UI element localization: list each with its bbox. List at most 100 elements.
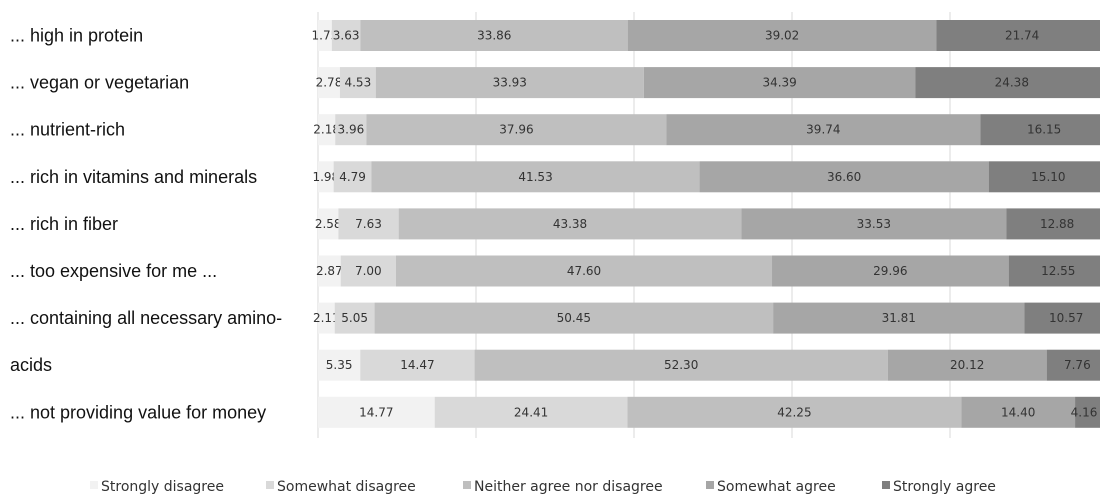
bars: 1.753.63 33.86 39.02 21.74 2.78 4.53 33.93 34.3… [312,20,1100,428]
bar-segment [318,396,435,428]
data-label: 41.53 [518,170,552,184]
bar-segment [318,20,332,51]
legend: Strongly disagree Somewhat disagree Neithe… [90,479,996,495]
row-label: acids [10,355,52,375]
bar-segment [773,302,1025,334]
row-label: ... nutrient-rich [10,120,125,140]
bar-segment [666,114,981,146]
bar-segment [366,114,667,146]
bar-segment [339,67,376,99]
data-label: 2.18 [313,123,340,137]
data-label: 16.15 [1027,123,1061,137]
bar-segment [887,349,1047,381]
data-label: 5.35 [326,358,353,372]
bar-segment [936,20,1100,51]
bar-segment [988,161,1100,193]
data-label: 14.40 [1001,405,1035,419]
data-label: 7.00 [355,264,382,278]
data-label: 33.86 [477,29,511,43]
legend-entry: Somewhat agree [717,479,836,495]
data-label: 33.93 [493,76,527,90]
data-label: 21.74 [1005,29,1039,43]
row-label: ... not providing value for money [10,402,266,422]
legend-swatch [266,481,274,489]
data-label: 24.38 [995,76,1029,90]
bar-segment [1024,302,1100,334]
bar-segment [474,349,888,381]
data-label: 39.02 [765,29,799,43]
bar-segment [340,255,396,287]
data-label: 1.75 [312,29,339,43]
data-label: 4.79 [339,170,366,184]
bar-segment [375,67,644,99]
bar-segment [331,20,361,51]
data-label: 47.60 [567,264,601,278]
data-label: 50.45 [557,311,591,325]
data-label: 37.96 [499,123,533,137]
data-label: 34.39 [762,76,796,90]
bar-segment [318,349,361,381]
bar-segment [643,67,916,99]
row-label: ... vegan or vegetarian [10,73,189,93]
data-label: 7.63 [355,217,382,231]
legend-swatch [90,481,98,489]
row-label: ... rich in fiber [10,214,118,234]
row-label: ... containing all necessary amino- [10,308,282,328]
bar-segment [1046,349,1100,381]
legend-swatch [706,481,714,489]
data-label: 42.25 [777,405,811,419]
bar-segment [374,302,774,334]
legend-swatch [463,481,471,489]
data-label: 7.76 [1064,358,1091,372]
bar-segment [338,208,399,240]
bar-segment [627,396,962,428]
bar-segment [699,161,989,193]
bar-segment [318,161,334,193]
bar-segment [335,114,367,146]
data-label: 39.74 [806,123,840,137]
legend-entry: Strongly agree [893,479,996,495]
bar-segment [772,255,1009,287]
row-label: ... too expensive for me ... [10,261,217,281]
data-label: 4.53 [344,76,371,90]
bar-segment [333,161,372,193]
bar-segment [360,349,475,381]
data-label: 2.58 [315,217,342,231]
data-label: 12.55 [1041,264,1075,278]
data-label: 3.96 [338,123,365,137]
data-label: 15.10 [1031,170,1065,184]
bar-segment [318,208,339,240]
bar-segment [318,255,341,287]
legend-entry: Somewhat disagree [277,479,416,495]
data-label: 20.12 [950,358,984,372]
data-label: 33.53 [857,217,891,231]
data-label: 31.81 [882,311,916,325]
data-label: 24.41 [514,405,548,419]
row-labels: ... high in protein ... vegan or vegetari… [10,26,282,423]
legend-swatch [882,481,890,489]
data-label: 5.05 [341,311,368,325]
data-label: 43.38 [553,217,587,231]
data-label: 29.96 [873,264,907,278]
data-label: 10.57 [1049,311,1083,325]
bar-segment [1008,255,1100,287]
bar-segment [741,208,1007,240]
row-label: ... high in protein [10,26,143,46]
legend-entry: Neither agree nor disagree [474,479,663,495]
bar-segment [915,67,1100,99]
bar-segment [334,302,375,334]
data-label: 2.87 [316,264,343,278]
bar-segment [434,396,628,428]
data-label: 14.77 [359,405,393,419]
bar-segment [360,20,628,51]
bar-segment [395,255,773,287]
bar-segment [398,208,742,240]
data-label: 12.88 [1040,217,1074,231]
bar-segment [961,396,1076,428]
bar-segment [318,67,340,99]
data-label: 2.11 [313,311,340,325]
bar-segment [318,114,336,146]
bar-segment [1075,396,1100,428]
data-label: 3.63 [333,29,360,43]
